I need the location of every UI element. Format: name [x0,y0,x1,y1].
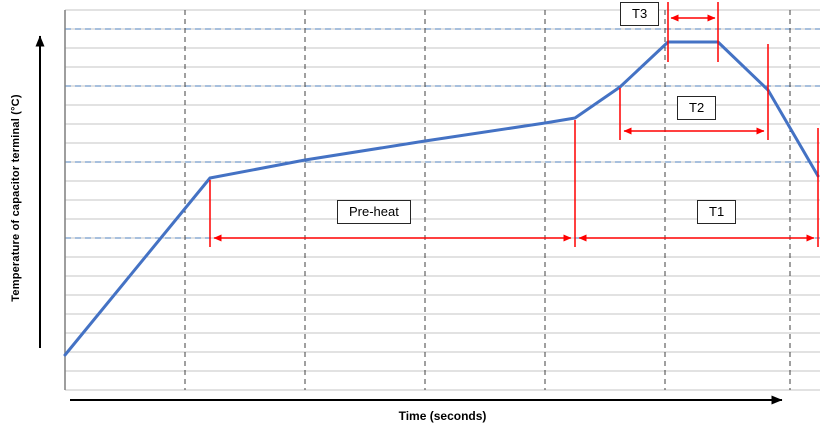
t3-annotation-label: T3 [620,2,660,27]
y-axis-title: Temperature of capacitor terminal (°C) [10,94,22,302]
t1-annotation-label: T1 [697,200,737,225]
t2-annotation-label: T2 [677,96,717,121]
x-axis-title: Time (seconds) [398,409,487,423]
temperature-curve [63,40,820,357]
preheat-annotation-label: Pre-heat [337,200,411,225]
